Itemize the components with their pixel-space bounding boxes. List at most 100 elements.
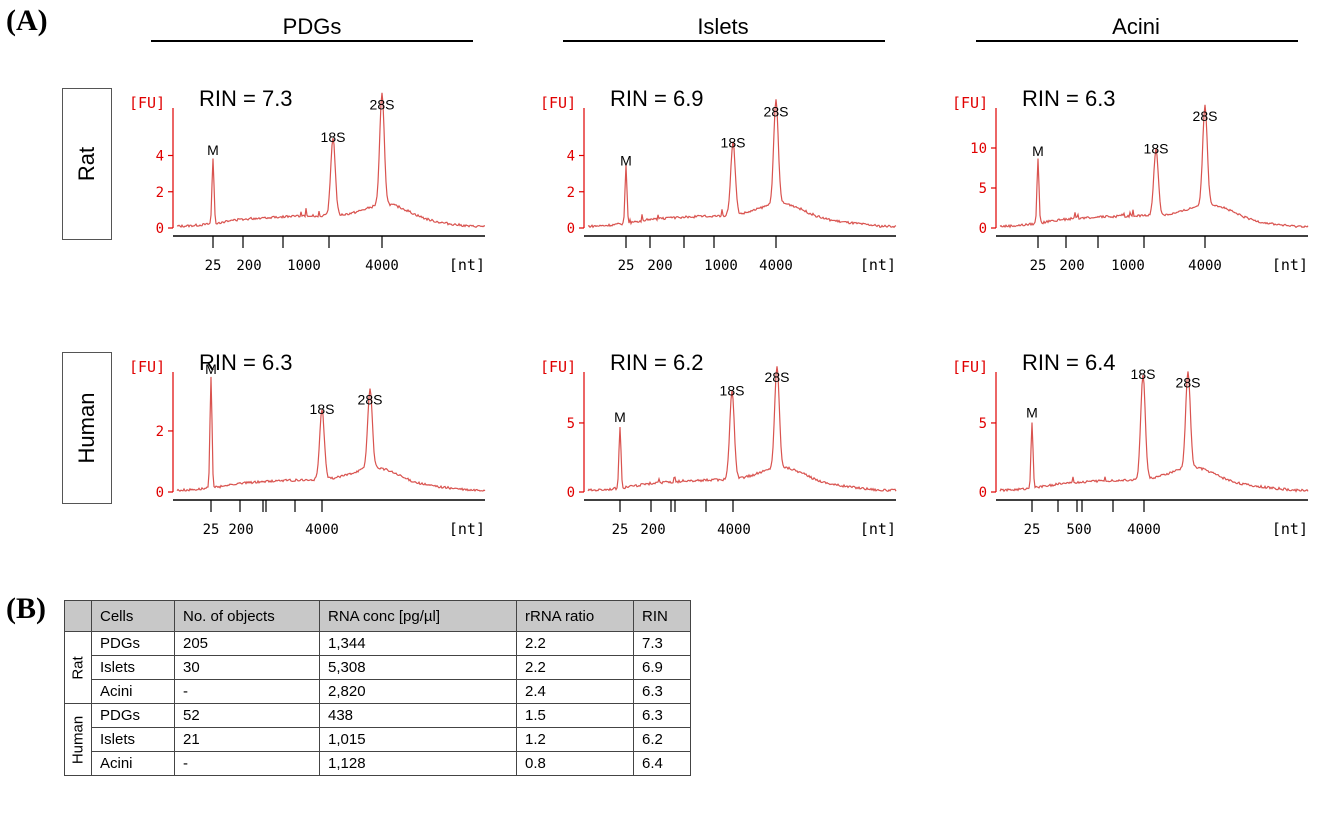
table-cell: 1.2 — [516, 727, 634, 752]
x-tick-label: 4000 — [305, 522, 339, 538]
y-axis-label: [FU] — [129, 358, 165, 376]
y-tick-label: 5 — [567, 416, 575, 432]
species-cell-rat: Rat — [64, 631, 92, 704]
y-tick-label: 5 — [979, 181, 987, 197]
x-tick-label: 1000 — [1111, 258, 1145, 274]
y-tick-label: 2 — [156, 424, 164, 440]
table-cell: Islets — [91, 655, 175, 680]
peak-label-18s: 18S — [1144, 141, 1169, 157]
trace-line — [999, 104, 1309, 229]
peak-label-28s: 28S — [765, 369, 790, 385]
y-tick-label: 2 — [567, 185, 575, 201]
species-label: Human — [69, 715, 87, 764]
y-tick-label: 0 — [979, 485, 987, 501]
peak-label-m: M — [1032, 143, 1044, 159]
table-cell: 6.3 — [633, 679, 691, 704]
x-tick-label: 4000 — [1127, 522, 1161, 538]
x-tick-label: 500 — [1066, 522, 1091, 538]
x-tick-label: 25 — [1024, 522, 1041, 538]
table-cell: Islets — [91, 727, 175, 752]
table-cell: PDGs — [91, 631, 175, 656]
species-cell-human: Human — [64, 703, 92, 776]
table-cell: - — [174, 751, 320, 776]
x-tick-label: 4000 — [759, 258, 793, 274]
trace-rat-acini: [FU] 0 5 10 25 200 1000 4000 [nt] RIN = 6.3 M 18S 28… — [948, 82, 1318, 287]
rin-title: RIN = 6.9 — [610, 86, 704, 111]
x-tick-label: 25 — [1030, 258, 1047, 274]
table-cell: Acini — [91, 679, 175, 704]
x-tick-label: 1000 — [704, 258, 738, 274]
x-axis-label: [nt] — [449, 256, 485, 274]
electropherogram-svg: [FU] 0 2 4 25 200 1000 4000 [nt] RIN = 7.3 M 18S 28S — [129, 86, 485, 274]
table-cell: 6.9 — [633, 655, 691, 680]
rna-summary-table: Cells No. of objects RNA conc [pg/µl] rR… — [64, 600, 691, 776]
y-tick-label: 0 — [156, 485, 164, 501]
table-row: Islets 30 5,308 2.2 6.9 — [65, 655, 691, 680]
column-header-islets: Islets — [697, 14, 749, 39]
y-axis-label: [FU] — [129, 94, 165, 112]
peak-label-28s: 28S — [358, 392, 383, 408]
table-header-row: Cells No. of objects RNA conc [pg/µl] rR… — [64, 600, 691, 632]
table-cell: 438 — [319, 703, 517, 728]
peak-label-28s: 28S — [370, 96, 395, 112]
y-axis-label: [FU] — [952, 358, 988, 376]
rin-title: RIN = 6.2 — [610, 350, 704, 375]
table-cell: 0.8 — [516, 751, 634, 776]
table-cell: - — [174, 679, 320, 704]
x-tick-label: 200 — [236, 258, 261, 274]
x-tick-label: 200 — [228, 522, 253, 538]
table-cell: 2.2 — [516, 631, 634, 656]
electropherogram-svg: [FU] 0 2 25 200 4000 [nt] RIN = 6.3M 18S 28S — [129, 350, 486, 538]
y-tick-label: 10 — [970, 141, 987, 157]
x-axis-label: [nt] — [1272, 256, 1308, 274]
table-cell: 5,308 — [319, 655, 517, 680]
table-cell: 1,344 — [319, 631, 517, 656]
y-axis-label: [FU] — [540, 94, 576, 112]
table-cell: 1,128 — [319, 751, 517, 776]
y-tick-label: 4 — [567, 149, 575, 165]
table-cell: 21 — [174, 727, 320, 752]
panel-b-label: (B) — [6, 592, 46, 625]
row-label-human: Human — [62, 352, 112, 504]
y-axis-label: [FU] — [952, 94, 988, 112]
row-label-rat: Rat — [62, 88, 112, 240]
x-tick-label: 25 — [205, 258, 222, 274]
x-tick-label: 4000 — [365, 258, 399, 274]
trace-line — [176, 92, 485, 229]
table-row: Acini - 1,128 0.8 6.4 — [65, 751, 691, 776]
rin-title: RIN = 6.3 — [1022, 86, 1116, 111]
trace-line — [587, 99, 897, 229]
trace-human-islets: [FU] 0 5 25 200 4000 [nt] RIN = 6.2 M 18S 28S — [536, 346, 906, 551]
table-cell: 30 — [174, 655, 320, 680]
table-cell: 6.3 — [633, 703, 691, 728]
trace-human-pdgs: [FU] 0 2 25 200 4000 [nt] RIN = 6.3 M 18S 28S — [125, 346, 495, 551]
table-cell: 52 — [174, 703, 320, 728]
x-tick-label: 200 — [1059, 258, 1084, 274]
table-cell: 205 — [174, 631, 320, 656]
y-tick-label: 5 — [979, 416, 987, 432]
column-rule-acini — [976, 40, 1298, 42]
x-tick-label: 25 — [612, 522, 629, 538]
x-tick-label: 4000 — [1188, 258, 1222, 274]
row-label-human-text: Human — [74, 392, 99, 464]
column-rule-pdgs — [151, 40, 473, 42]
x-axis-label: [nt] — [1272, 520, 1308, 538]
peak-label-m: M — [207, 142, 219, 158]
y-tick-label: 0 — [979, 221, 987, 237]
electropherogram-svg: [FU] 0 2 4 25 200 1000 4000 [nt] RIN = 6.9 M 18S 28S — [540, 86, 897, 274]
table-cell: 2,820 — [319, 679, 517, 704]
electropherogram-svg: [FU] 0 5 10 25 200 1000 4000 [nt] RIN = 6.3 M 18S 28… — [952, 86, 1309, 274]
trace-rat-pdgs: [FU] 0 2 4 25 200 1000 4000 [nt] RIN = 7.3 M 18S 28S — [125, 82, 495, 287]
x-tick-label: 1000 — [287, 258, 321, 274]
electropherogram-svg: [FU] 0 5 25 500 4000 [nt] RIN = 6.4 M 18S 28S — [952, 350, 1309, 538]
y-tick-label: 4 — [156, 149, 164, 165]
peak-label-28s: 28S — [764, 104, 789, 120]
table-cell: 1,015 — [319, 727, 517, 752]
table-header-rrna-ratio: rRNA ratio — [516, 600, 634, 632]
table-row: Rat PDGs 205 1,344 2.2 7.3 — [64, 631, 691, 704]
x-axis-label: [nt] — [860, 520, 896, 538]
x-axis-label: [nt] — [860, 256, 896, 274]
peak-label-m: M — [620, 153, 632, 169]
x-axis-label: [nt] — [449, 520, 485, 538]
peak-label-18s: 18S — [310, 401, 335, 417]
